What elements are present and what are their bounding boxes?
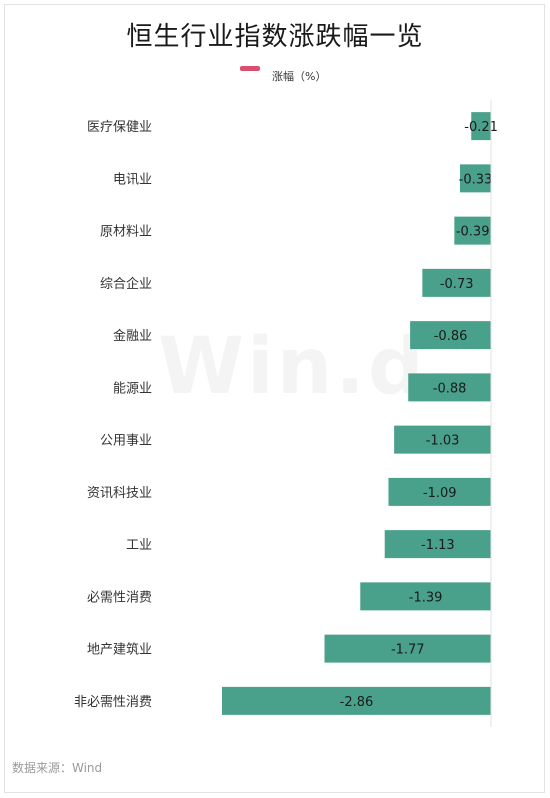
bar	[471, 112, 491, 141]
category-label: 能源业	[113, 381, 152, 396]
data-label: -0.73	[440, 277, 474, 292]
category-label: 工业	[126, 538, 152, 553]
bar	[454, 216, 491, 245]
bar	[384, 530, 491, 559]
data-label: -1.39	[409, 590, 443, 605]
category-label: 电讯业	[113, 172, 152, 187]
bar	[360, 582, 491, 611]
data-label: -1.77	[391, 643, 425, 658]
data-label: -1.13	[421, 538, 455, 553]
chart-title: 恒生行业指数涨跌幅一览	[126, 22, 424, 52]
bar	[324, 634, 491, 663]
legend-label: 涨幅（%）	[272, 70, 327, 83]
data-label: -0.21	[464, 120, 498, 135]
data-label: -0.39	[456, 225, 490, 240]
data-label: -1.09	[423, 486, 457, 501]
bar	[422, 268, 491, 297]
bar	[410, 321, 491, 350]
bar	[459, 164, 491, 193]
category-label: 非必需性消费	[74, 695, 152, 710]
data-label: -0.88	[433, 381, 467, 396]
source-note: 数据来源：Wind	[12, 761, 103, 775]
category-label: 金融业	[113, 328, 152, 344]
data-label: -1.03	[426, 434, 460, 449]
legend: 涨幅（%）	[240, 62, 327, 83]
category-label: 公用事业	[100, 434, 152, 449]
bar	[408, 373, 491, 402]
data-label: -2.86	[340, 695, 374, 710]
category-label: 综合企业	[100, 276, 152, 292]
category-label: 资讯科技业	[87, 486, 152, 501]
bar	[388, 477, 491, 506]
category-label: 医疗保健业	[87, 120, 152, 135]
category-label: 必需性消费	[87, 590, 152, 605]
category-label: 地产建筑业	[87, 642, 152, 658]
data-label: -0.86	[434, 329, 468, 344]
legend-swatch	[240, 65, 260, 71]
bar	[394, 425, 491, 454]
bar	[222, 686, 491, 715]
category-label: 原材料业	[100, 225, 152, 240]
data-label: -0.33	[459, 172, 493, 187]
